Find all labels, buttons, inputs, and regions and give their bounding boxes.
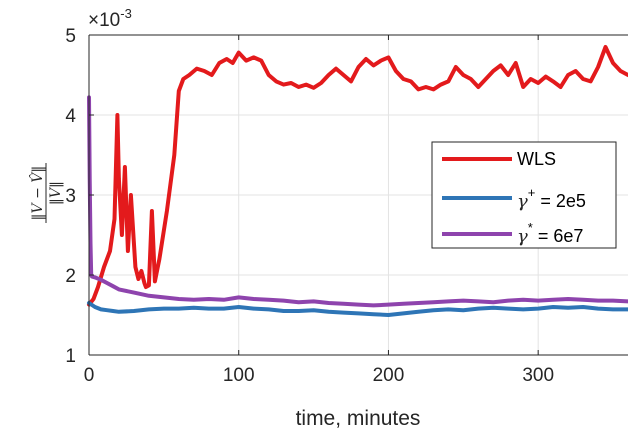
x-tick-label: 300: [522, 365, 554, 386]
legend-item-gamma-star: γ* = 6e7: [442, 220, 583, 247]
y-tick-label: 5: [65, 26, 76, 47]
y-tick-label: 2: [65, 266, 76, 287]
y-axis-label: ‖V − V̂‖ ‖V‖: [28, 163, 64, 223]
series-layer: [87, 45, 628, 317]
y-exponent-power: -3: [120, 6, 132, 21]
y-tick-label: 3: [65, 186, 76, 207]
legend-label-gamma-plus: γ+ = 2e5: [517, 185, 586, 212]
legend-label-wls: WLS: [517, 149, 556, 169]
y-tick-label: 1: [65, 346, 76, 367]
x-axis-label: time, minutes: [296, 407, 421, 430]
series-line-gamma-plus: [87, 301, 628, 317]
tick-labels: 0 100 200 300 1 2 3 4 5: [65, 26, 554, 386]
legend-item-wls: WLS: [442, 149, 556, 169]
series-line-wls: [87, 45, 628, 307]
x-tick-label: 0: [84, 365, 95, 386]
svg-text:‖V − V̂‖: ‖V − V̂‖: [28, 166, 46, 221]
y-tick-label: 4: [65, 106, 76, 127]
legend-label-gamma-star: γ* = 6e7: [517, 220, 583, 247]
x-tick-label: 200: [373, 365, 405, 386]
legend: WLS γ+ = 2e5 γ* = 6e7: [431, 141, 617, 249]
svg-text:‖V‖: ‖V‖: [48, 181, 64, 205]
x-tick-label: 100: [223, 365, 255, 386]
series-line-gamma-star: [87, 95, 628, 308]
legend-item-gamma-plus: γ+ = 2e5: [442, 185, 586, 212]
y-exponent-label: ×10-3: [88, 6, 132, 31]
axes-box: [88, 34, 628, 356]
